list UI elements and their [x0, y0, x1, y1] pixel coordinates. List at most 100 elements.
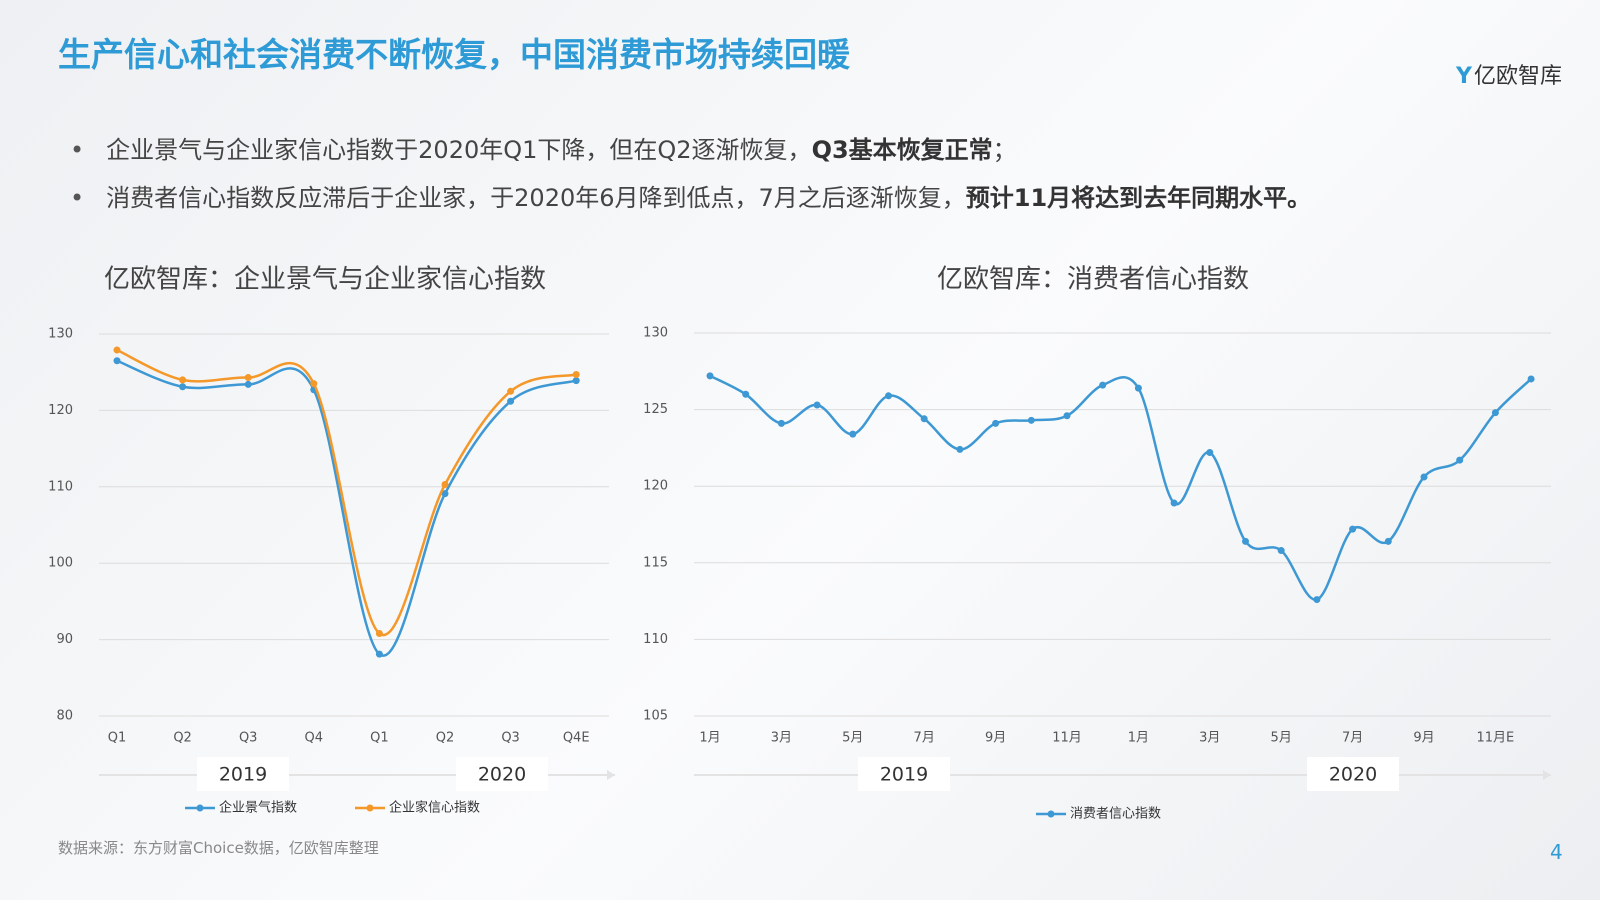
data-point — [1277, 547, 1285, 555]
y-tick-label: 130 — [643, 326, 668, 341]
data-point — [1170, 499, 1178, 507]
data-point — [507, 387, 515, 395]
y-tick-label: 115 — [643, 555, 668, 570]
x-tick-label: 1月 — [699, 731, 720, 746]
data-point — [441, 481, 449, 489]
x-tick-label: 11月E — [1477, 731, 1515, 746]
data-point — [572, 377, 580, 385]
x-tick-label: 7月 — [1342, 731, 1363, 746]
y-tick-label: 120 — [48, 403, 73, 418]
data-point — [441, 490, 449, 498]
y-tick-label: 125 — [643, 402, 668, 417]
bullet-text: 企业景气与企业家信心指数于2020年Q1下降，但在Q2逐渐恢复， — [106, 136, 812, 164]
x-tick-label: 11月 — [1052, 731, 1082, 746]
legend-label: 企业景气指数 — [219, 800, 297, 816]
y-tick-label: 120 — [643, 479, 668, 494]
x-tick-label: Q2 — [436, 731, 455, 746]
data-point — [1313, 596, 1321, 604]
data-point — [572, 370, 580, 378]
x-tick-label: 3月 — [771, 731, 792, 746]
x-tick-label: Q3 — [239, 731, 258, 746]
y-tick-label: 105 — [643, 709, 668, 724]
data-point — [310, 380, 318, 388]
data-point — [1384, 537, 1392, 545]
x-tick-label: 5月 — [842, 731, 863, 746]
group-label: 2019 — [880, 764, 928, 786]
legend-swatch-dot — [366, 804, 374, 812]
data-point — [813, 401, 821, 409]
y-tick-label: 110 — [643, 632, 668, 647]
x-tick-label: Q2 — [173, 731, 192, 746]
group-axis-arrow — [607, 770, 615, 780]
data-point — [1027, 416, 1035, 424]
x-tick-label: Q4E — [563, 731, 590, 746]
chart-title: 亿欧智库：消费者信心指数 — [937, 265, 1249, 295]
data-point — [706, 372, 714, 380]
data-point — [742, 390, 750, 398]
data-point — [1099, 381, 1107, 389]
data-point — [1206, 448, 1214, 456]
logo-text: 亿欧智库 — [1473, 64, 1562, 89]
bullet-bold: 预计11月将达到去年同期水平。 — [965, 184, 1312, 212]
bullet-text: ； — [992, 136, 1017, 164]
bullet-list: 企业景气与企业家信心指数于2020年Q1下降，但在Q2逐渐恢复，Q3基本恢复正常… — [70, 130, 1311, 226]
data-point — [375, 629, 383, 637]
x-tick-label: 7月 — [914, 731, 935, 746]
x-tick-label: Q4 — [305, 731, 324, 746]
data-point — [1349, 525, 1357, 533]
logo: Y亿欧智库 — [1456, 58, 1562, 90]
group-box — [1307, 757, 1399, 791]
group-box — [456, 757, 548, 791]
bullet-bold: Q3基本恢复正常 — [811, 136, 993, 164]
legend-label: 企业家信心指数 — [389, 800, 480, 816]
x-tick-label: Q3 — [501, 731, 520, 746]
y-tick-label: 130 — [48, 327, 73, 342]
bullet: 企业景气与企业家信心指数于2020年Q1下降，但在Q2逐渐恢复，Q3基本恢复正常… — [70, 130, 1311, 178]
page-number: 4 — [1550, 840, 1563, 864]
chart-title: 亿欧智库：企业景气与企业家信心指数 — [104, 265, 546, 295]
group-label: 2019 — [219, 764, 267, 786]
data-point — [244, 374, 252, 382]
data-point — [507, 397, 515, 405]
data-point — [885, 392, 892, 400]
data-point — [849, 430, 857, 438]
legend-swatch-dot — [1047, 810, 1055, 818]
data-point — [1491, 409, 1499, 417]
y-tick-label: 110 — [48, 479, 73, 494]
data-point — [992, 419, 1000, 427]
series-line — [116, 348, 577, 637]
x-tick-label: 9月 — [985, 731, 1006, 746]
legend-swatch-dot — [196, 804, 204, 812]
x-tick-label: 9月 — [1413, 731, 1434, 746]
data-point — [244, 380, 252, 388]
source-note: 数据来源：东方财富Choice数据，亿欧智库整理 — [58, 839, 379, 857]
data-point — [113, 357, 121, 365]
data-point — [1527, 375, 1535, 383]
bullet-text: 消费者信心指数反应滞后于企业家，于2020年6月降到低点，7月之后逐渐恢复， — [106, 184, 966, 212]
group-label: 2020 — [478, 764, 526, 786]
slide-title: 生产信心和社会消费不断恢复，中国消费市场持续回暖 — [58, 35, 850, 74]
data-point — [956, 445, 964, 453]
data-point — [179, 383, 187, 391]
data-point — [179, 376, 187, 384]
data-point — [920, 415, 928, 423]
x-tick-label: 5月 — [1271, 731, 1292, 746]
data-point — [1420, 473, 1428, 481]
y-tick-label: 80 — [56, 709, 73, 724]
group-box — [858, 757, 950, 791]
x-tick-label: 1月 — [1128, 731, 1149, 746]
data-point — [1456, 456, 1464, 464]
data-point — [113, 346, 121, 354]
data-point — [1063, 412, 1071, 420]
bullet: 消费者信心指数反应滞后于企业家，于2020年6月降到低点，7月之后逐渐恢复，预计… — [70, 178, 1311, 226]
data-point — [1242, 537, 1249, 545]
data-point — [1134, 384, 1142, 392]
x-tick-label: Q1 — [108, 731, 127, 746]
group-label: 2020 — [1329, 764, 1377, 786]
x-tick-label: Q1 — [370, 731, 389, 746]
logo-icon: Y — [1456, 64, 1472, 89]
data-point — [777, 419, 785, 427]
series-line — [116, 359, 577, 657]
